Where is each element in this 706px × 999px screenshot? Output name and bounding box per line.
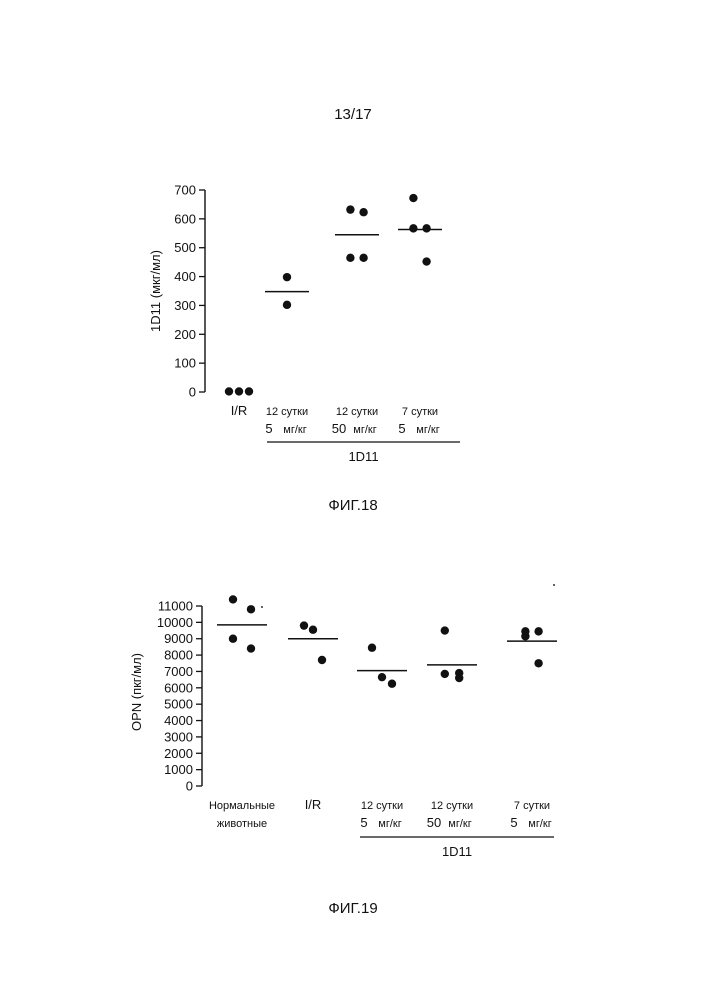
- category-label: Нормальные: [209, 800, 275, 812]
- data-point: [300, 621, 308, 629]
- y-tick-label: 10000: [157, 615, 193, 630]
- category-label: I/R: [305, 797, 322, 812]
- scan-speck: [261, 606, 263, 608]
- data-point: [309, 626, 317, 634]
- y-tick-label: 8000: [164, 648, 193, 663]
- data-point: [229, 595, 237, 603]
- dose-unit: животные: [217, 818, 267, 830]
- dose-unit: мг/кг: [378, 818, 401, 830]
- data-point: [534, 627, 542, 635]
- dose-number: 5: [360, 815, 367, 830]
- data-point: [318, 656, 326, 664]
- data-point: [441, 626, 449, 634]
- y-tick-label: 0: [186, 779, 193, 794]
- data-point: [455, 674, 463, 682]
- data-point: [247, 605, 255, 613]
- category-label: 7 сутки: [514, 800, 550, 812]
- y-tick-label: 9000: [164, 631, 193, 646]
- y-axis-label: OPN (пкг/мл): [129, 653, 144, 731]
- data-point: [378, 673, 386, 681]
- data-point: [534, 659, 542, 667]
- y-tick-label: 1000: [164, 762, 193, 777]
- y-tick-label: 11000: [158, 599, 193, 614]
- category-label: 12 сутки: [431, 800, 473, 812]
- data-point: [521, 632, 529, 640]
- dose-number: 50: [427, 815, 441, 830]
- dose-unit: мг/кг: [448, 818, 471, 830]
- y-tick-label: 4000: [164, 713, 193, 728]
- dose-number: 5: [510, 815, 517, 830]
- y-tick-label: 6000: [164, 680, 193, 695]
- data-point: [229, 635, 237, 643]
- data-point: [247, 644, 255, 652]
- y-tick-label: 5000: [164, 697, 193, 712]
- y-tick-label: 3000: [164, 729, 193, 744]
- dose-unit: мг/кг: [528, 818, 551, 830]
- data-point: [441, 670, 449, 678]
- data-point: [388, 680, 396, 688]
- y-tick-label: 7000: [164, 664, 193, 679]
- category-label: 12 сутки: [361, 800, 403, 812]
- figure-19-caption: ФИГ.19: [0, 900, 706, 917]
- bracket-label: 1D11: [442, 844, 472, 859]
- y-tick-label: 2000: [164, 746, 193, 761]
- scan-speck: [553, 584, 555, 586]
- data-point: [368, 644, 376, 652]
